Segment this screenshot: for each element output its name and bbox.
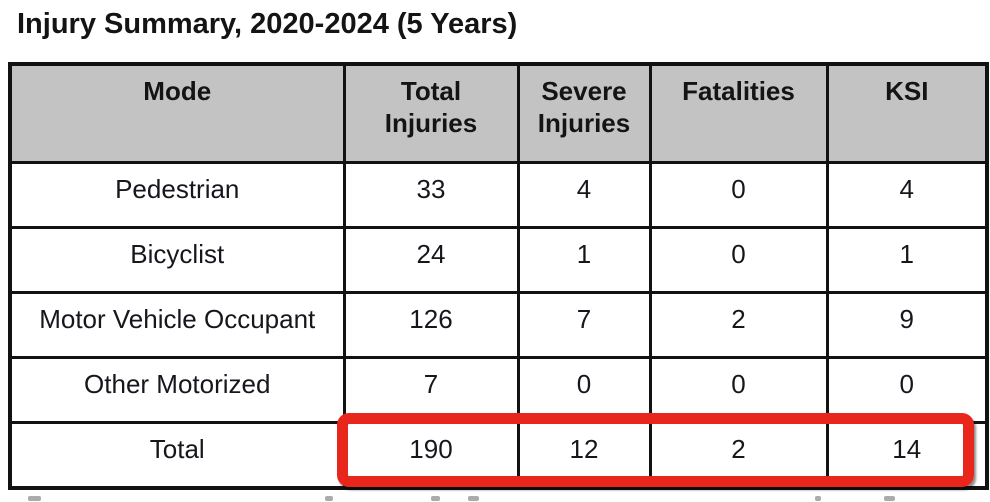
col-header-label: Mode	[143, 76, 212, 106]
total-injuries-cell: 24	[342, 226, 520, 294]
mode-cell: Pedestrian	[8, 161, 346, 229]
col-header-label: Injuries	[384, 107, 478, 138]
col-header-mode: Mode	[8, 62, 346, 164]
table-row-bicyclist: Bicyclist 24 1 0 1	[8, 226, 989, 294]
fatalities-cell: 0	[648, 161, 829, 229]
injury-summary-table: Mode Total Injuries Severe Injuries Fata…	[8, 62, 989, 490]
table-row-motor-vehicle-occupant: Motor Vehicle Occupant 126 7 2 9	[8, 291, 989, 359]
mode-cell: Total	[8, 421, 346, 490]
col-header-ksi: KSI	[825, 62, 989, 164]
table-row-total: Total 190 12 2 14	[8, 421, 989, 490]
ksi-cell: 1	[825, 226, 989, 294]
severe-injuries-cell: 12	[516, 421, 652, 490]
fatalities-cell: 0	[648, 226, 829, 294]
table-row-other-motorized: Other Motorized 7 0 0 0	[8, 356, 989, 424]
table-row-pedestrian: Pedestrian 33 4 0 4	[8, 161, 989, 229]
col-header-fatalities: Fatalities	[648, 62, 829, 164]
cropped-text-artifact	[431, 496, 440, 501]
header-row: Mode Total Injuries Severe Injuries Fata…	[8, 62, 989, 164]
ksi-cell: 14	[825, 421, 989, 490]
cropped-text-artifact	[325, 496, 333, 501]
table-title: Injury Summary, 2020-2024 (5 Years)	[17, 8, 518, 40]
ksi-cell: 9	[825, 291, 989, 359]
total-injuries-cell: 33	[342, 161, 520, 229]
ksi-cell: 4	[825, 161, 989, 229]
ksi-cell: 0	[825, 356, 989, 424]
total-injuries-cell: 190	[342, 421, 520, 490]
col-header-label: Total	[400, 76, 462, 106]
col-header-label: KSI	[885, 76, 929, 106]
total-injuries-cell: 126	[342, 291, 520, 359]
severe-injuries-cell: 1	[516, 226, 652, 294]
col-header-severe-injuries: Severe Injuries	[516, 62, 652, 164]
severe-injuries-cell: 0	[516, 356, 652, 424]
col-header-label: Fatalities	[682, 76, 795, 106]
cropped-text-artifact	[884, 496, 895, 501]
col-header-label: Injuries	[537, 107, 631, 138]
fatalities-cell: 0	[648, 356, 829, 424]
fatalities-cell: 2	[648, 421, 829, 490]
mode-cell: Bicyclist	[8, 226, 346, 294]
mode-cell: Motor Vehicle Occupant	[8, 291, 346, 359]
cropped-text-artifact	[468, 496, 479, 501]
severe-injuries-cell: 7	[516, 291, 652, 359]
cropped-text-artifact	[28, 496, 41, 501]
col-header-total-injuries: Total Injuries	[342, 62, 520, 164]
fatalities-cell: 2	[648, 291, 829, 359]
total-injuries-cell: 7	[342, 356, 520, 424]
mode-cell: Other Motorized	[8, 356, 346, 424]
col-header-label: Severe	[541, 76, 627, 106]
severe-injuries-cell: 4	[516, 161, 652, 229]
cropped-text-artifact	[815, 496, 821, 501]
